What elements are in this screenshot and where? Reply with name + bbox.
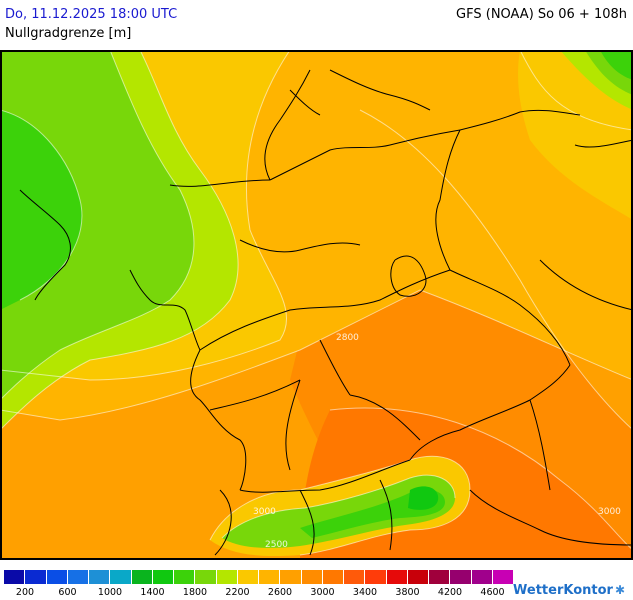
band-1800-2000 [1, 110, 82, 310]
borders [19, 69, 632, 556]
legend-swatch [4, 570, 26, 584]
contour-label: 2800 [336, 333, 359, 343]
legend-tick-label: 4200 [437, 587, 463, 598]
color-scale-legend: 200 600 1000 1400 1800 2200 2600 3000 3400 3800 42… [4, 570, 524, 600]
contour-label: 3000 [598, 507, 621, 517]
model-run-label: GFS (NOAA) So 06 + 108h [456, 7, 627, 22]
parameter-title: Nullgradgrenze [m] [5, 26, 132, 41]
legend-tick-label: 2600 [267, 587, 293, 598]
contour-label: 3000 [253, 507, 276, 517]
legend-tick-label: 3400 [352, 587, 378, 598]
legend-swatch [429, 570, 451, 584]
band-2400-2600-ne [518, 51, 632, 220]
legend-swatch [152, 570, 174, 584]
legend-tick-label: 200 [15, 587, 35, 598]
legend-swatch [407, 570, 429, 584]
legend-swatch [67, 570, 89, 584]
legend-tick-label: 1000 [97, 587, 123, 598]
legend-tick-label: 1800 [182, 587, 208, 598]
legend-swatch [322, 570, 344, 584]
legend-swatch [195, 570, 217, 584]
legend-swatch [131, 570, 153, 584]
star-icon: ✱ [614, 583, 625, 597]
freezing-level-map: 2800 3000 3000 2500 [0, 50, 633, 560]
map-frame [0, 50, 633, 560]
legend-swatch [237, 570, 259, 584]
legend-swatch [280, 570, 302, 584]
legend-swatch [471, 570, 493, 584]
legend-swatch [89, 570, 111, 584]
alps-band-2000 [222, 475, 455, 548]
band-1800-2000-ne [600, 51, 632, 80]
legend-swatch [365, 570, 387, 584]
legend-tick-label: 3800 [395, 587, 420, 598]
band-2000-2200 [1, 51, 194, 400]
legend-swatch [386, 570, 408, 584]
legend-tick-label: 3000 [310, 587, 335, 598]
legend-swatch [450, 570, 472, 584]
forecast-datetime: Do, 11.12.2025 18:00 UTC [5, 7, 178, 22]
legend-swatch [492, 570, 514, 584]
brand-name: WetterKontor [513, 583, 613, 598]
legend-swatch [216, 570, 238, 584]
legend-tick-label: 2200 [225, 587, 250, 598]
contour-label: 2500 [265, 540, 288, 550]
legend-swatch [174, 570, 196, 584]
legend-swatch [301, 570, 323, 584]
legend-swatch [25, 570, 47, 584]
brand-logo: WetterKontor ✱ [513, 583, 625, 598]
legend-swatch [259, 570, 281, 584]
legend-tick-label: 600 [58, 587, 77, 598]
legend-swatch [344, 570, 366, 584]
legend-swatch [110, 570, 132, 584]
legend-tick-label: 1400 [140, 587, 165, 598]
legend-tick-label: 4600 [480, 587, 505, 598]
alps-core-1600 [408, 486, 439, 510]
legend-swatch [46, 570, 68, 584]
